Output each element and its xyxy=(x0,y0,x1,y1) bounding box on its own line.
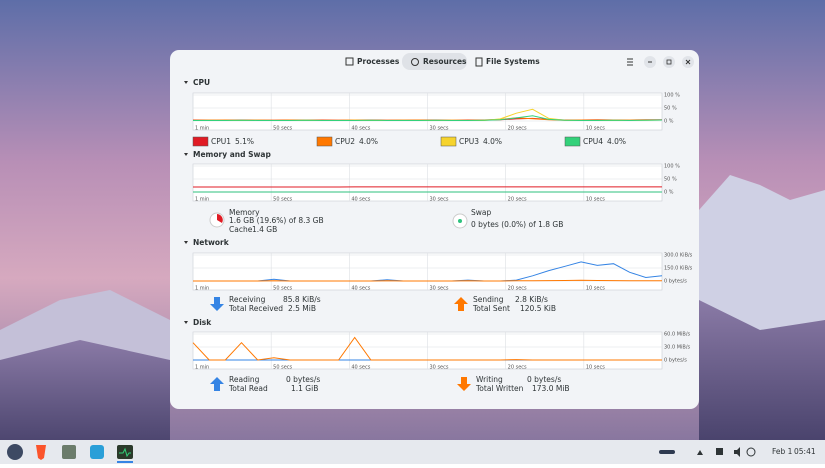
x-tick-label: 1 min xyxy=(195,286,209,292)
x-tick-label: 10 secs xyxy=(586,365,605,371)
legend-swatch xyxy=(317,137,332,146)
legend-label: CPU2 xyxy=(335,137,355,146)
legend-label: CPU3 xyxy=(459,137,479,146)
tab[interactable]: Processes xyxy=(357,57,400,66)
app-icon[interactable] xyxy=(62,445,76,459)
label: Receiving xyxy=(229,295,266,304)
value: 1.1 GiB xyxy=(291,384,318,393)
section-title: CPU xyxy=(193,78,210,87)
y-tick-label: 30.0 MiB/s xyxy=(664,345,691,351)
tab[interactable]: Resources xyxy=(423,57,467,66)
legend-label: CPU1 xyxy=(211,137,231,146)
x-tick-label: 1 min xyxy=(195,197,209,203)
value: 0 bytes (0.0%) of 1.8 GB xyxy=(471,220,563,229)
x-tick-label: 40 secs xyxy=(351,126,370,132)
x-tick-label: 30 secs xyxy=(430,126,449,132)
active-indicator xyxy=(117,461,133,463)
y-tick-label: 150.0 KiB/s xyxy=(664,266,693,272)
legend-swatch xyxy=(193,137,208,146)
section-title: Network xyxy=(193,238,230,247)
app-icon[interactable] xyxy=(7,444,23,460)
legend-swatch xyxy=(565,137,580,146)
tray-icon[interactable] xyxy=(716,448,723,455)
x-tick-label: 40 secs xyxy=(351,286,370,292)
x-tick-label: 30 secs xyxy=(430,365,449,371)
value: 1.4 GB xyxy=(252,225,277,234)
legend-value: 5.1% xyxy=(235,137,254,146)
x-tick-label: 30 secs xyxy=(430,197,449,203)
label: Cache xyxy=(229,225,253,234)
y-tick-label: 50 % xyxy=(664,177,677,183)
legend-label: CPU4 xyxy=(583,137,603,146)
label: Total Read xyxy=(228,384,268,393)
value: 85.8 KiB/s xyxy=(283,295,321,304)
x-tick-label: 50 secs xyxy=(273,286,292,292)
value: 173.0 MiB xyxy=(532,384,570,393)
value: 0 bytes/s xyxy=(527,375,561,384)
label: Total Received xyxy=(228,304,283,313)
section-title: Memory and Swap xyxy=(193,150,271,159)
y-tick-label: 300.0 KiB/s xyxy=(664,253,693,259)
app-icon[interactable] xyxy=(90,445,104,459)
value: 2.5 MiB xyxy=(288,304,316,313)
x-tick-label: 1 min xyxy=(195,365,209,371)
y-tick-label: 0 bytes/s xyxy=(664,279,687,285)
maximize-button[interactable] xyxy=(663,56,675,68)
swap-icon-dot xyxy=(458,219,462,223)
taskbar: Feb 1 05:41 xyxy=(0,440,825,464)
value: 2.8 KiB/s xyxy=(515,295,548,304)
label: Total Sent xyxy=(472,304,510,313)
x-tick-label: 50 secs xyxy=(273,126,292,132)
y-tick-label: 0 bytes/s xyxy=(664,358,687,364)
app-icon[interactable] xyxy=(117,445,133,459)
x-tick-label: 10 secs xyxy=(586,197,605,203)
x-tick-label: 40 secs xyxy=(351,365,370,371)
legend-value: 4.0% xyxy=(359,137,378,146)
x-tick-label: 40 secs xyxy=(351,197,370,203)
x-tick-label: 20 secs xyxy=(508,365,527,371)
y-tick-label: 50 % xyxy=(664,106,677,112)
x-tick-label: 20 secs xyxy=(508,286,527,292)
label: Sending xyxy=(473,295,504,304)
value: 0 bytes/s xyxy=(286,375,320,384)
y-tick-label: 100 % xyxy=(664,93,680,99)
value: 120.5 KiB xyxy=(520,304,556,313)
label: Total Written xyxy=(475,384,524,393)
y-tick-label: 0 % xyxy=(664,119,674,125)
x-tick-label: 30 secs xyxy=(430,286,449,292)
x-tick-label: 10 secs xyxy=(586,126,605,132)
date[interactable]: Feb 1 xyxy=(772,447,793,456)
x-tick-label: 1 min xyxy=(195,126,209,132)
legend-value: 4.0% xyxy=(607,137,626,146)
y-tick-label: 60.0 MiB/s xyxy=(664,332,691,338)
window: Processes Resources File Systems CPU 100 … xyxy=(170,50,699,409)
value: 1.6 GB (19.6%) of 8.3 GB xyxy=(229,216,324,225)
y-tick-label: 100 % xyxy=(664,164,680,170)
x-tick-label: 50 secs xyxy=(273,197,292,203)
x-tick-label: 50 secs xyxy=(273,365,292,371)
label: Swap xyxy=(471,208,491,217)
y-tick-label: 0 % xyxy=(664,190,674,196)
x-tick-label: 10 secs xyxy=(586,286,605,292)
label: Reading xyxy=(229,375,260,384)
x-tick-label: 20 secs xyxy=(508,197,527,203)
legend-swatch xyxy=(441,137,456,146)
section-title: Disk xyxy=(193,318,212,327)
label: Writing xyxy=(476,375,503,384)
time[interactable]: 05:41 xyxy=(794,447,816,456)
indicator[interactable] xyxy=(659,450,675,454)
x-tick-label: 20 secs xyxy=(508,126,527,132)
tab[interactable]: File Systems xyxy=(486,57,540,66)
legend-value: 4.0% xyxy=(483,137,502,146)
